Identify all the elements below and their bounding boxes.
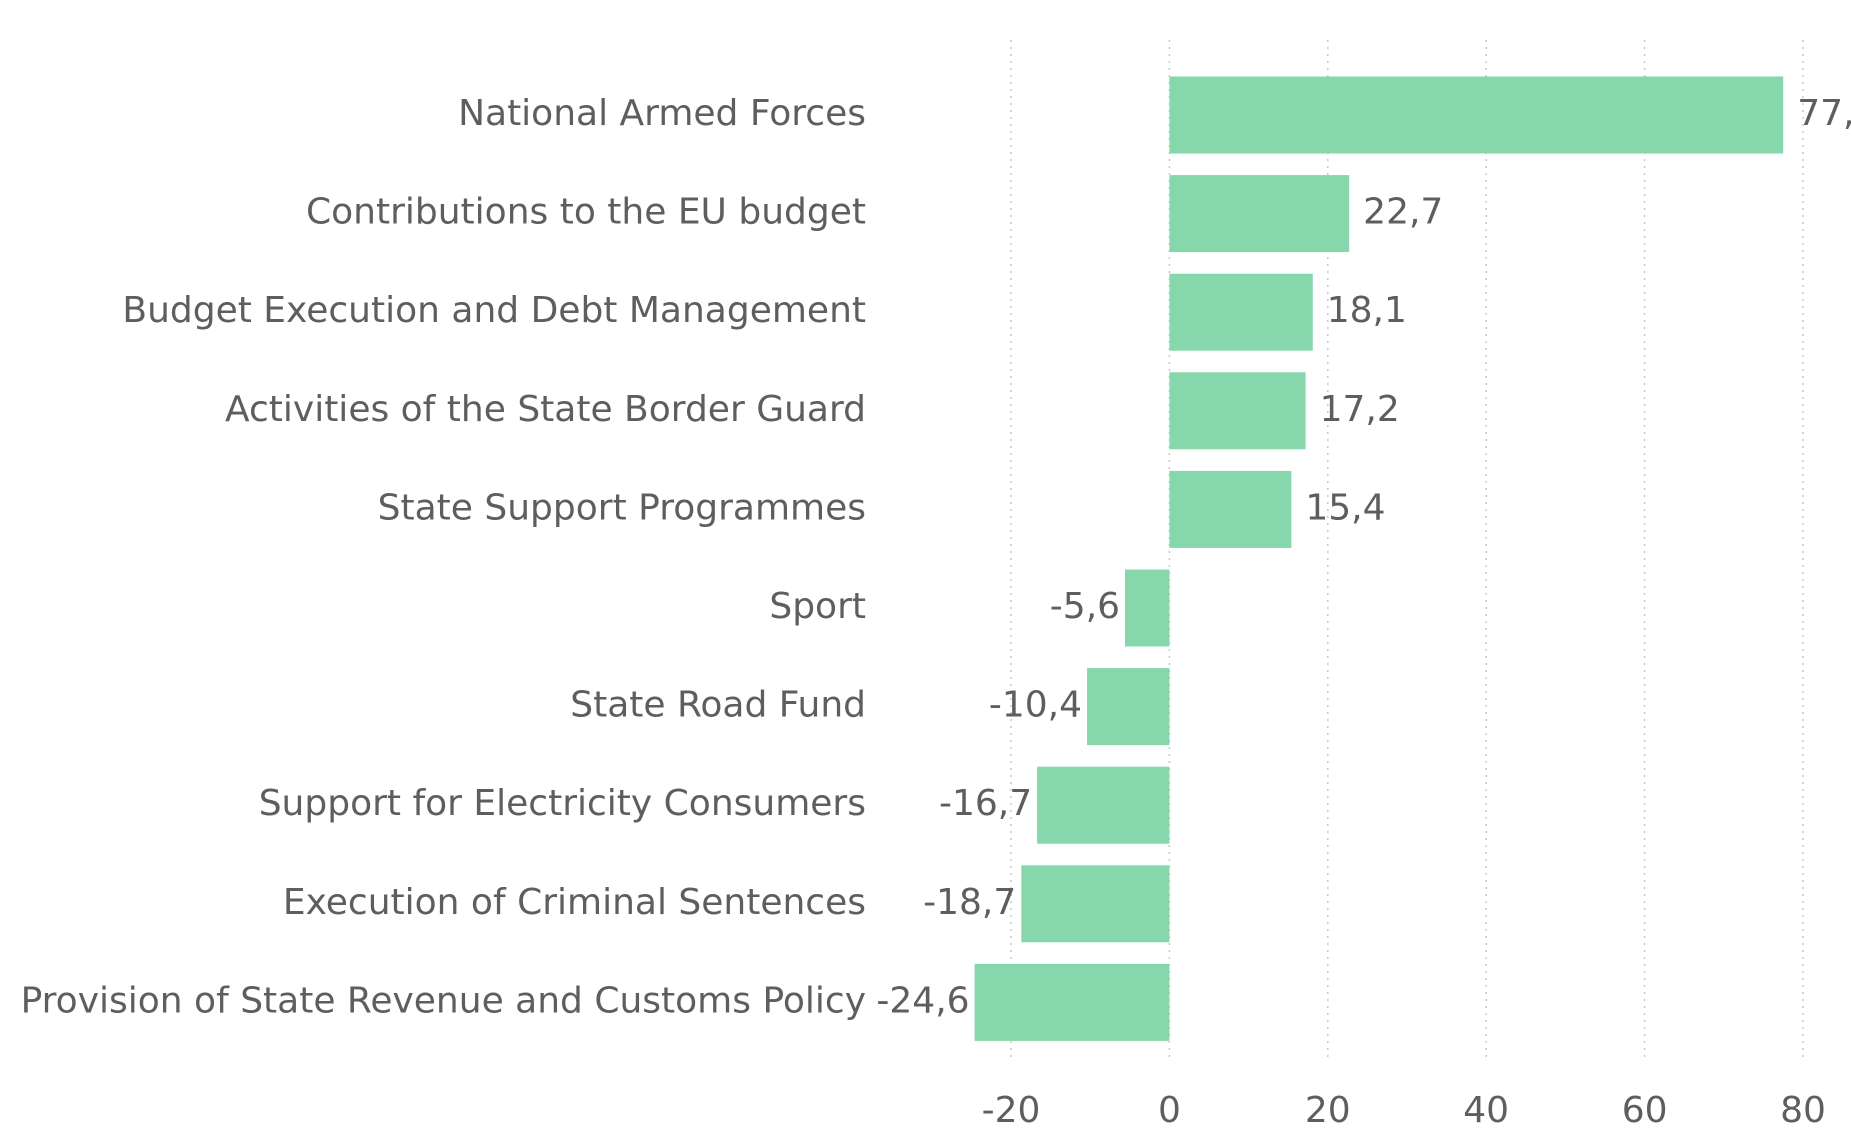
bar [1169, 470, 1292, 548]
category-label: State Road Fund [570, 685, 866, 726]
x-tick-label: 60 [1622, 1090, 1668, 1131]
category-label: Support for Electricity Consumers [259, 783, 866, 824]
category-label: Execution of Criminal Sentences [283, 882, 866, 923]
category-label: Sport [769, 586, 866, 627]
bar [1169, 175, 1350, 253]
category-label: Budget Execution and Debt Management [122, 290, 866, 331]
bar [974, 963, 1170, 1041]
bar [1087, 668, 1170, 746]
bar [1169, 273, 1313, 351]
data-label: -24,6 [876, 980, 969, 1021]
bar [1169, 76, 1784, 154]
x-tick-label: -20 [982, 1090, 1041, 1131]
x-tick-label: 20 [1305, 1090, 1351, 1131]
category-label: Activities of the State Border Guard [225, 389, 866, 430]
category-label: Contributions to the EU budget [306, 192, 866, 233]
x-tick-label: 0 [1158, 1090, 1181, 1131]
data-label: 22,7 [1363, 192, 1443, 233]
bar [1169, 372, 1306, 450]
category-label: Provision of State Revenue and Customs P… [21, 980, 866, 1021]
bar [1021, 865, 1170, 943]
category-label: State Support Programmes [378, 487, 866, 528]
data-label: -16,7 [939, 783, 1032, 824]
bar [1125, 569, 1170, 647]
bar [1037, 766, 1170, 844]
x-tick-label: 80 [1780, 1090, 1826, 1131]
data-label: 18,1 [1327, 290, 1407, 331]
x-tick-label: 40 [1463, 1090, 1509, 1131]
data-label: -5,6 [1050, 586, 1120, 627]
data-label: 15,4 [1305, 487, 1385, 528]
data-label: 77,5 [1797, 93, 1852, 134]
category-label: National Armed Forces [458, 93, 866, 134]
data-label: -18,7 [923, 882, 1016, 923]
data-label: -10,4 [989, 685, 1082, 726]
data-label: 17,2 [1320, 389, 1400, 430]
